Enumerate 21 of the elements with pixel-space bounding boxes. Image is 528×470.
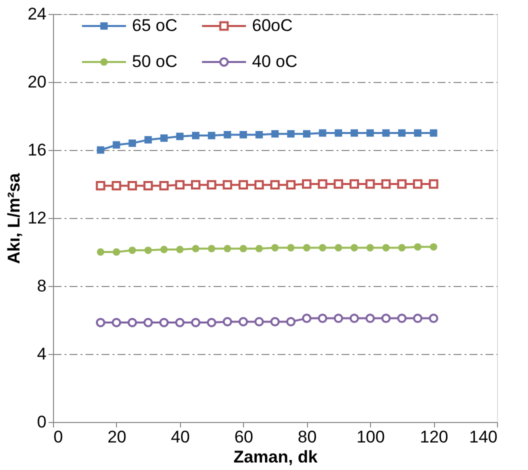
y-tick-label: 20 — [28, 72, 46, 92]
legend-label: 60oC — [252, 16, 293, 35]
x-tick-label: 20 — [107, 428, 126, 446]
x-tick-label: 0 — [54, 428, 63, 446]
y-tick-label: 12 — [28, 208, 46, 228]
x-tick-label: 100 — [356, 428, 385, 446]
y-tick-label: 4 — [37, 344, 46, 364]
x-tick-label: 40 — [170, 428, 190, 446]
y-tick-label: 8 — [37, 276, 46, 296]
x-tick-label: 80 — [298, 428, 317, 446]
y-tick-label: 0 — [37, 412, 46, 432]
x-axis-title: Zaman, dk — [233, 448, 318, 466]
x-tick-label: 140 — [469, 428, 498, 446]
y-axis-title: Akı, L/m²sa — [4, 172, 24, 264]
legend-label: 40 oC — [252, 52, 298, 71]
legend-label: 65 oC — [132, 16, 178, 35]
x-tick-label: 120 — [420, 428, 448, 446]
y-tick-label: 16 — [28, 140, 46, 160]
x-tick-label: 60 — [234, 428, 254, 446]
legend-label: 50 oC — [132, 52, 178, 71]
y-tick-label: 24 — [28, 4, 46, 24]
